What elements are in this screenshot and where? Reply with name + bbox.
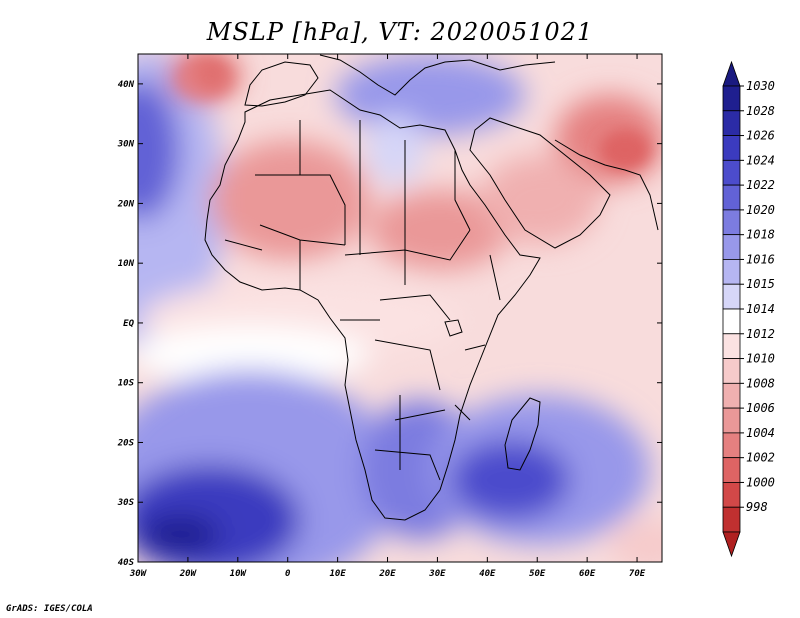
colorbar-label: 1010 xyxy=(746,352,775,366)
colorbar-swatch xyxy=(722,407,741,434)
colorbar-swatch xyxy=(722,482,741,508)
colorbar-label: 1015 xyxy=(746,277,775,291)
borders-east xyxy=(454,150,501,421)
colorbar-swatch xyxy=(722,308,741,335)
iran-india-coastline xyxy=(554,139,659,231)
colorbar-top-arrow xyxy=(722,60,741,87)
lon-tick-label: 30W xyxy=(129,569,148,579)
colorbar-label: 1012 xyxy=(746,327,775,341)
africa-coastline xyxy=(204,89,541,521)
colorbar-label: 1018 xyxy=(746,228,775,242)
colorbar-label: 1024 xyxy=(746,153,775,167)
colorbar-swatch xyxy=(722,432,741,459)
colorbar-swatch xyxy=(722,283,741,310)
lat-tick-label: 30S xyxy=(117,498,135,508)
colorbar-bottom-arrow xyxy=(722,531,741,558)
colorbar-swatch xyxy=(722,135,741,161)
colorbar-label: 1002 xyxy=(746,451,775,465)
lat-tick-label: 40N xyxy=(118,80,135,90)
lon-tick-label: 50E xyxy=(529,569,546,579)
figure-title: MSLP [hPa], VT: 2020051021 xyxy=(206,18,594,46)
lat-tick-label: 10N xyxy=(118,259,135,269)
lon-tick-label: 70E xyxy=(629,569,646,579)
colorbar-swatch xyxy=(722,259,741,285)
lon-tick-label: 60E xyxy=(579,569,596,579)
colorbar-swatch xyxy=(722,457,741,483)
colorbar-label: 1020 xyxy=(746,203,775,217)
borders-west xyxy=(224,120,406,290)
lat-tick-label: 20N xyxy=(117,199,135,209)
colorbar-label: 1004 xyxy=(746,426,775,440)
lat-tick-label: 40S xyxy=(118,558,135,568)
colorbar-label: 998 xyxy=(746,500,768,514)
pressure-field xyxy=(138,54,662,562)
colorbar-label: 1022 xyxy=(746,178,775,192)
south-atlantic-high-center xyxy=(140,515,220,555)
colorbar-swatch xyxy=(722,382,741,409)
lon-tick-label: 40E xyxy=(479,569,496,579)
colorbar-swatch xyxy=(722,159,741,186)
mediterranean-high xyxy=(335,55,525,135)
south-atlantic-high-core xyxy=(138,465,300,562)
iberia-coastline xyxy=(244,61,319,107)
colorbar-swatch xyxy=(722,358,741,384)
borders-central xyxy=(340,229,471,481)
lon-tick-label: 20E xyxy=(378,569,396,579)
colorbar: 1030 1028 1026 1024 1022 1020 1018 1016 1015 1014… xyxy=(722,60,775,558)
colorbar-label: 1008 xyxy=(746,376,775,390)
colorbar-swatch xyxy=(722,110,741,136)
coastlines xyxy=(204,54,659,521)
pakistan-low xyxy=(600,130,650,170)
lon-tick-label: 0 xyxy=(285,569,291,579)
southeast-corner-pink xyxy=(610,520,662,562)
europe-coastline xyxy=(319,54,556,96)
north-atlantic-low-ring xyxy=(177,60,233,100)
arabia-low xyxy=(480,155,600,245)
lon-tick-label: 30E xyxy=(428,569,446,579)
indian-ocean-high-core xyxy=(450,440,570,520)
colorbar-label: 1000 xyxy=(746,475,775,489)
atlantic-high-core xyxy=(138,80,180,220)
lake-victoria xyxy=(444,319,463,337)
colorbar-swatch xyxy=(722,333,741,359)
colorbar-label: 1006 xyxy=(746,401,775,415)
colorbar-swatch xyxy=(722,506,741,533)
colorbar-swatch xyxy=(722,85,741,112)
madagascar-outline xyxy=(504,397,541,471)
lat-tick-label: 30N xyxy=(117,140,135,150)
west-africa-white xyxy=(138,325,370,385)
arabia-coastline xyxy=(469,117,611,249)
lat-tick-label: 10S xyxy=(118,379,135,389)
colorbar-swatch xyxy=(722,184,741,211)
lon-tick-label: 10W xyxy=(230,569,248,579)
grads-credit: GrADS: IGES/COLA xyxy=(6,604,93,614)
egypt-ridge xyxy=(365,115,425,185)
colorbar-label: 1014 xyxy=(746,302,775,316)
colorbar-swatch xyxy=(722,234,741,260)
colorbar-label: 1026 xyxy=(746,129,775,143)
lon-tick-label: 20W xyxy=(179,569,198,579)
lat-tick-label: 20S xyxy=(117,438,135,448)
colorbar-label: 1028 xyxy=(746,104,775,118)
colorbar-label: 1016 xyxy=(746,252,775,266)
map-frame xyxy=(137,53,663,563)
colorbar-label: 1030 xyxy=(746,79,775,93)
colorbar-swatch xyxy=(722,209,741,236)
lat-tick-label: EQ xyxy=(123,319,134,329)
sahara-low-west xyxy=(210,140,370,260)
lon-tick-label: 10E xyxy=(329,569,346,579)
